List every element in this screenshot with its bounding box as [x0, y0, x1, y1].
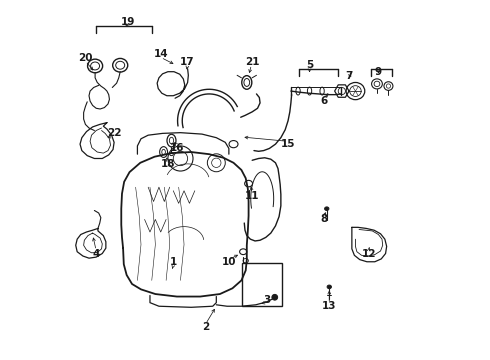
Text: 3: 3	[263, 295, 270, 305]
Text: 6: 6	[320, 96, 327, 106]
Text: 18: 18	[161, 159, 175, 169]
Bar	[242, 263, 282, 306]
Text: 13: 13	[322, 301, 337, 311]
Text: 22: 22	[107, 129, 122, 138]
Text: 4: 4	[93, 248, 100, 258]
Ellipse shape	[324, 207, 329, 211]
Text: 19: 19	[121, 17, 136, 27]
Text: 2: 2	[202, 322, 209, 332]
Text: 10: 10	[221, 257, 236, 267]
Text: 11: 11	[245, 191, 259, 201]
Text: 7: 7	[345, 71, 353, 81]
Circle shape	[272, 294, 278, 300]
Text: 1: 1	[170, 257, 177, 267]
Text: 9: 9	[374, 67, 381, 77]
Ellipse shape	[327, 285, 331, 289]
Text: 15: 15	[281, 139, 295, 149]
Text: 20: 20	[78, 53, 93, 63]
Text: 14: 14	[153, 49, 168, 59]
Text: 21: 21	[245, 57, 259, 67]
Text: 12: 12	[362, 248, 376, 258]
Text: 16: 16	[170, 143, 184, 153]
Text: 5: 5	[306, 60, 313, 70]
Text: 8: 8	[320, 215, 327, 224]
Text: 17: 17	[180, 57, 195, 67]
